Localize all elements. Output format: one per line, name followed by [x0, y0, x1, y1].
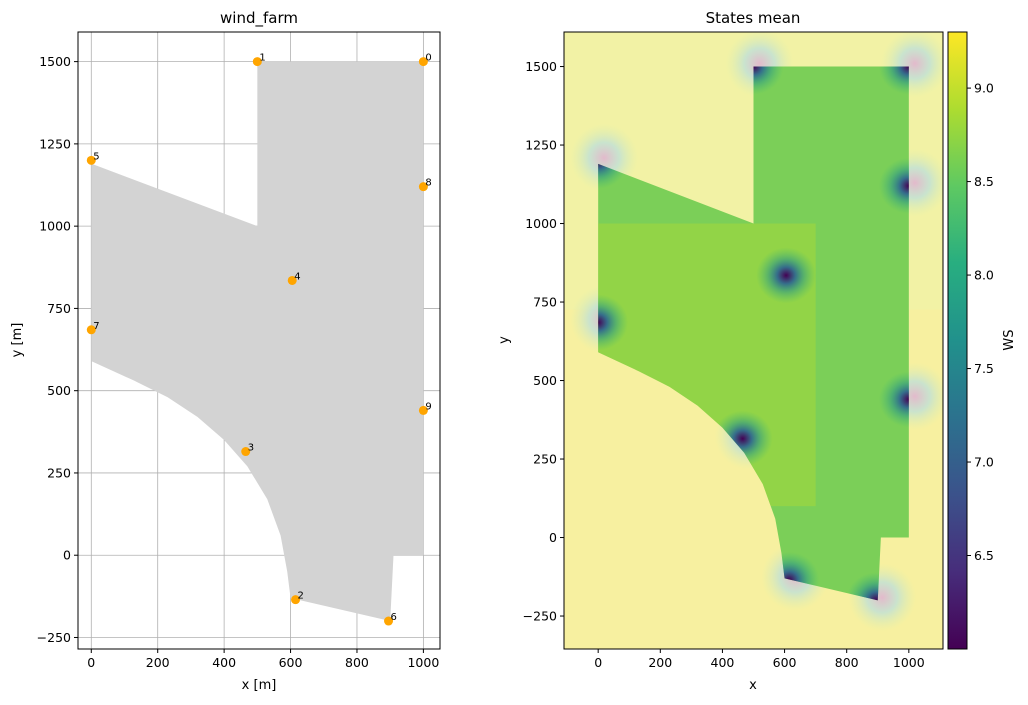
- left-x-axis-label: x [m]: [242, 678, 277, 693]
- turbine-label-7: 7: [93, 321, 99, 332]
- turbine-marker-5: [86, 155, 96, 165]
- left-chart-title: wind_farm: [220, 9, 298, 28]
- colorbar-tick-label: 7.5: [974, 361, 994, 376]
- x-tick-label: 400: [212, 655, 236, 670]
- y-tick-label: 1500: [39, 54, 71, 69]
- turbine-markers: 0 1 2 3 4 5 6 7 8 9: [86, 53, 432, 626]
- y-tick-label: 500: [47, 383, 71, 398]
- y-tick-label: 1000: [525, 216, 557, 231]
- turbine-marker-7: [86, 325, 96, 335]
- y-tick-label: 1250: [39, 136, 71, 151]
- left-y-ticks: −250 0 250 500 750 1000 1250 1500: [37, 54, 78, 645]
- colorbar-tick-label: 8.5: [974, 174, 994, 189]
- wake-deficit-4: [756, 247, 817, 304]
- turbine-label-2: 2: [298, 591, 304, 602]
- turbine-marker-6: [384, 616, 394, 626]
- colorbar-tick-label: 6.5: [974, 548, 994, 563]
- wake-deficit-9: [878, 371, 909, 428]
- y-tick-label: 750: [47, 301, 71, 316]
- turbine-marker-4: [287, 275, 297, 285]
- colorbar-label: WS: [1002, 329, 1017, 350]
- x-tick-label: 200: [648, 655, 672, 670]
- left-axes-frame: [77, 31, 441, 650]
- x-tick-label: 1000: [407, 655, 439, 670]
- turbine-label-4: 4: [294, 271, 300, 282]
- right-x-axis-label: x: [749, 678, 757, 693]
- x-tick-label: 0: [87, 655, 95, 670]
- turbine-label-6: 6: [391, 612, 397, 623]
- x-tick-label: 400: [711, 655, 735, 670]
- wind-farm-area: [91, 61, 424, 622]
- y-tick-label: 750: [533, 295, 557, 310]
- x-tick-label: 0: [594, 655, 602, 670]
- colorbar-tick-label: 8.0: [974, 268, 994, 283]
- y-tick-label: 0: [549, 530, 557, 545]
- right-y-axis-label: y: [497, 336, 512, 344]
- left-y-axis-label: y [m]: [10, 323, 25, 358]
- right-y-ticks: −250 0 250 500 750 1000 1250 1500: [523, 59, 564, 624]
- turbine-label-3: 3: [248, 443, 254, 454]
- turbine-marker-2: [291, 595, 301, 605]
- x-tick-label: 600: [773, 655, 797, 670]
- x-tick-label: 200: [146, 655, 170, 670]
- wake-deficit-7: [598, 294, 629, 351]
- colorbar-ticks: 6.5 7.0 7.5 8.0 8.5 9.0: [967, 81, 994, 563]
- turbine-marker-9: [418, 405, 428, 415]
- y-tick-label: 500: [533, 373, 557, 388]
- turbine-marker-8: [418, 182, 428, 192]
- colorbar: [947, 31, 968, 650]
- left-chart: wind_farm 0 1 2 3 4 5 6 7 8 9 0 200 400 600 800 1000 −…: [10, 9, 441, 693]
- turbine-marker-1: [252, 57, 262, 67]
- wake-deficit-8: [878, 157, 909, 214]
- y-tick-label: 0: [63, 548, 71, 563]
- x-tick-label: 800: [835, 655, 859, 670]
- colorbar-tick-label: 7.0: [974, 455, 994, 470]
- x-tick-label: 800: [345, 655, 369, 670]
- x-tick-label: 600: [279, 655, 303, 670]
- y-tick-label: 1500: [525, 59, 557, 74]
- turbine-marker-0: [418, 57, 428, 67]
- turbine-label-0: 0: [425, 53, 431, 64]
- right-axes-frame: [563, 31, 944, 650]
- turbine-label-1: 1: [259, 53, 265, 64]
- left-x-ticks: 0 200 400 600 800 1000: [87, 649, 439, 670]
- right-chart-title: States mean: [706, 9, 801, 27]
- right-chart: States mean 0 200 400 600 800 1000 −250 0 250 50…: [497, 9, 1017, 693]
- turbine-marker-3: [241, 447, 251, 457]
- y-tick-label: 1000: [39, 219, 71, 234]
- y-tick-label: 1250: [525, 138, 557, 153]
- turbine-label-9: 9: [425, 401, 431, 412]
- turbine-label-5: 5: [93, 151, 99, 162]
- y-tick-label: −250: [523, 609, 557, 624]
- colorbar-tick-label: 9.0: [974, 81, 994, 96]
- y-tick-label: −250: [37, 630, 71, 645]
- wake-deficit-0: [878, 66, 909, 95]
- y-tick-label: 250: [47, 465, 71, 480]
- y-tick-label: 250: [533, 452, 557, 467]
- x-tick-label: 1000: [893, 655, 925, 670]
- turbine-label-8: 8: [425, 178, 431, 189]
- right-x-ticks: 0 200 400 600 800 1000: [594, 649, 925, 670]
